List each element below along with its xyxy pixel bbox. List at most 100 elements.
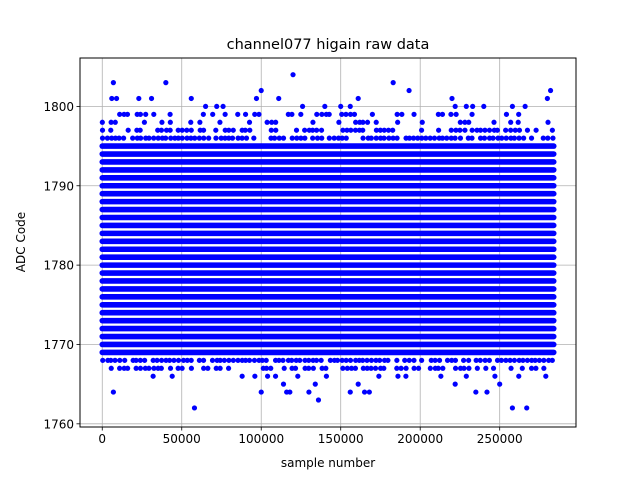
data-point: [280, 135, 287, 141]
data-point: [394, 111, 400, 117]
outlier-point: [406, 87, 412, 94]
outlier-point: [347, 389, 353, 395]
data-point: [306, 357, 312, 363]
data-point: [99, 119, 105, 125]
x-tick-label: 150000: [318, 432, 364, 446]
data-point: [403, 365, 409, 371]
data-point: [116, 135, 122, 141]
data-point: [251, 357, 258, 363]
data-point: [285, 111, 291, 117]
data-point: [515, 119, 521, 125]
data-point: [326, 135, 332, 141]
data-point: [302, 135, 308, 141]
outlier-point: [276, 95, 282, 102]
data-point: [339, 357, 345, 363]
outlier-point: [395, 373, 401, 379]
data-point: [326, 111, 332, 117]
data-point: [196, 135, 202, 141]
data-point: [292, 365, 299, 371]
data-point: [117, 111, 123, 117]
data-point: [264, 119, 270, 125]
data-point: [399, 111, 405, 117]
data-point: [398, 365, 404, 371]
outlier-point: [280, 381, 287, 387]
data-point: [386, 135, 392, 141]
data-point: [137, 127, 143, 133]
data-point: [155, 127, 161, 133]
outlier-point: [355, 95, 361, 102]
data-point: [524, 127, 531, 133]
data-point: [167, 357, 173, 363]
data-point: [142, 365, 148, 371]
data-point: [418, 127, 425, 133]
data-point: [427, 135, 433, 141]
data-point: [340, 365, 346, 371]
data-point: [436, 357, 443, 363]
data-point: [112, 357, 118, 363]
data-point: [419, 135, 425, 141]
outlier-point: [473, 389, 479, 395]
data-point: [200, 111, 206, 117]
data-point: [226, 357, 232, 363]
data-point: [146, 365, 152, 371]
data-point: [263, 357, 269, 363]
data-point: [206, 135, 212, 141]
data-point: [225, 365, 232, 371]
data-point: [381, 127, 387, 133]
data-point: [385, 357, 391, 363]
data-point: [151, 111, 157, 117]
data-band-level: [99, 190, 557, 197]
data-point: [435, 111, 441, 117]
data-point: [368, 365, 374, 371]
data-band-level: [99, 151, 557, 157]
data-point: [477, 135, 484, 141]
data-point: [175, 357, 182, 363]
data-point: [452, 357, 459, 363]
data-point: [352, 365, 359, 371]
data-point: [466, 357, 472, 363]
data-point: [108, 127, 114, 133]
data-point: [347, 111, 354, 117]
outlier-point: [366, 389, 372, 395]
data-point: [298, 111, 304, 117]
outlier-point: [220, 103, 226, 110]
data-point: [242, 357, 249, 363]
data-point: [419, 119, 425, 125]
data-point: [256, 111, 262, 117]
data-point: [516, 357, 522, 363]
data-point: [242, 111, 249, 117]
data-point: [469, 111, 475, 117]
data-band-level: [99, 309, 557, 316]
data-point: [508, 365, 514, 371]
data-point: [444, 135, 450, 141]
data-point: [364, 365, 370, 371]
data-point: [402, 357, 408, 363]
data-point: [465, 135, 471, 141]
data-point: [192, 135, 198, 141]
data-point: [281, 365, 287, 371]
data-point: [394, 357, 400, 363]
data-point: [406, 357, 412, 363]
data-point: [541, 365, 547, 371]
data-point: [482, 127, 488, 133]
data-point: [415, 135, 421, 141]
data-point: [439, 135, 446, 141]
data-band-level: [99, 246, 557, 253]
data-point: [143, 111, 149, 117]
data-point: [117, 357, 123, 363]
data-point: [436, 127, 442, 133]
data-point: [297, 357, 303, 363]
data-band-level: [99, 294, 557, 300]
data-point: [159, 357, 165, 363]
data-point: [466, 365, 472, 371]
data-point: [133, 357, 139, 363]
data-point: [385, 127, 392, 133]
data-point: [269, 119, 275, 125]
data-point: [188, 135, 194, 141]
outlier-point: [544, 95, 550, 102]
outlier-point: [509, 103, 516, 110]
data-point: [477, 357, 483, 363]
data-point: [229, 135, 236, 141]
data-point: [545, 119, 551, 125]
data-points: [99, 72, 557, 411]
